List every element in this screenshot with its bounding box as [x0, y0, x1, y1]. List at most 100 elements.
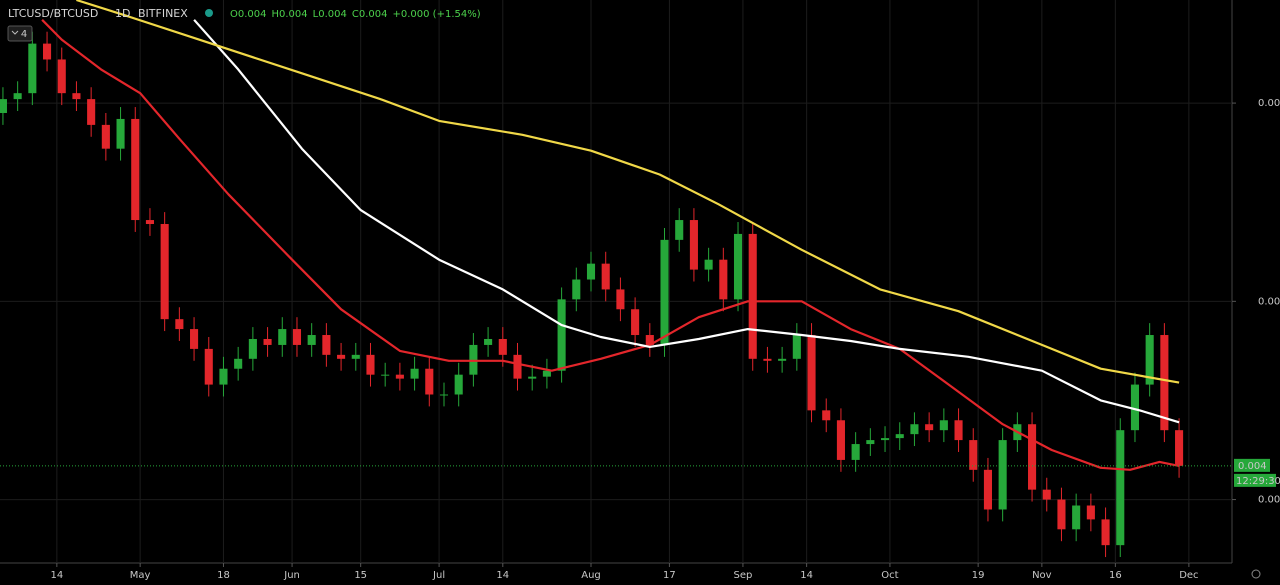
candle-body — [439, 394, 449, 396]
candle-body — [601, 263, 610, 290]
y-tick-label: 0.004 — [1258, 495, 1280, 506]
candle-body — [116, 118, 125, 149]
candle-body — [704, 259, 713, 270]
candle-body — [234, 358, 243, 369]
y-tick-label: 0.006 — [1258, 98, 1280, 109]
candle-body — [13, 93, 22, 100]
candle-body — [1072, 505, 1081, 530]
candle-body — [72, 93, 81, 100]
candle-body — [131, 118, 140, 221]
candle-body — [836, 420, 845, 460]
candle-body — [572, 279, 581, 300]
countdown-tag — [1234, 473, 1276, 487]
candle-body — [939, 420, 948, 431]
candle-body — [689, 220, 698, 270]
candle-body — [410, 368, 419, 379]
moving-average — [41, 19, 1180, 471]
badge-box[interactable] — [7, 25, 33, 42]
candle-body — [1175, 430, 1184, 466]
candle-body — [1042, 489, 1051, 500]
candle-body — [586, 263, 596, 280]
candle-body — [1101, 519, 1110, 546]
candle-body — [528, 376, 537, 379]
candle-body — [322, 335, 331, 355]
candle-body — [498, 338, 507, 355]
candle-body — [292, 329, 302, 345]
x-tick-label: 17 — [663, 570, 676, 581]
candle-body — [1160, 335, 1169, 431]
candle-body — [807, 335, 816, 411]
candle-body — [778, 358, 787, 361]
candle-body — [748, 233, 757, 359]
candle-body — [983, 469, 992, 510]
candle-body — [484, 338, 493, 345]
interval: 1D — [115, 7, 130, 20]
ohlc-value: O0.004 — [230, 9, 267, 20]
candle-body — [145, 220, 154, 225]
overlay: LTCUSD/BTCUSD 1D BITFINEX 4 — [7, 7, 1261, 579]
last-price-label: 0.004 — [1238, 461, 1267, 472]
x-tick-label: 15 — [354, 570, 367, 581]
x-tick-label: Dec — [1179, 570, 1198, 581]
x-tick-label: May — [130, 570, 151, 581]
candle-body — [1028, 424, 1037, 490]
candle-body — [616, 289, 625, 310]
candle-body — [307, 335, 316, 345]
x-tick-label: Jul — [432, 570, 445, 581]
settings-icon[interactable] — [1251, 569, 1261, 579]
x-tick-label: Sep — [733, 570, 752, 581]
candle-body — [1145, 335, 1154, 385]
candle-body — [660, 239, 669, 345]
candle-body — [219, 368, 228, 385]
candle-body — [675, 220, 684, 240]
candle-body — [43, 43, 52, 60]
exchange: BITFINEX — [138, 7, 188, 20]
live-indicator — [205, 9, 213, 17]
candle-body — [969, 440, 978, 470]
candle-body — [87, 99, 96, 125]
x-tick-label: Oct — [881, 570, 898, 581]
candle-body — [204, 348, 213, 385]
x-tick-label: 14 — [50, 570, 63, 581]
candle-body — [1086, 505, 1095, 520]
candle-body — [542, 370, 551, 377]
candle-body — [719, 259, 728, 300]
candle-body — [1130, 384, 1140, 431]
x-tick-label: 19 — [972, 570, 985, 581]
moving-average — [76, 0, 1180, 384]
badge-arrow — [11, 30, 19, 35]
countdown: 12:29:30 — [1236, 476, 1280, 487]
x-tick-label: 14 — [496, 570, 509, 581]
candle-body — [366, 354, 375, 375]
candle-body — [866, 440, 875, 445]
candle-body — [998, 440, 1007, 510]
plot — [0, 0, 1232, 563]
x-tick-label: 16 — [1109, 570, 1122, 581]
candle-body — [454, 374, 463, 395]
candle-body — [557, 299, 566, 371]
candle-body — [792, 335, 801, 359]
candle-body — [513, 354, 522, 379]
x-tick-label: Nov — [1032, 570, 1052, 581]
candle-body — [895, 434, 904, 439]
ohlc-value: H0.004 — [272, 9, 308, 20]
ohlc-value: L0.004 — [313, 9, 347, 20]
candle-body — [880, 438, 890, 441]
symbol: LTCUSD/BTCUSD — [8, 7, 98, 20]
candle-body — [631, 309, 640, 336]
candle-body — [925, 424, 934, 431]
badge[interactable]: 4 — [21, 29, 27, 40]
candle-body — [175, 319, 184, 330]
candle-body — [337, 354, 346, 359]
ohlc-value: C0.004 — [352, 9, 388, 20]
x-tick-label: 14 — [800, 570, 813, 581]
candle-body — [763, 358, 772, 361]
candle-body — [263, 338, 272, 345]
candle-body — [101, 124, 110, 149]
candle-body — [425, 368, 434, 395]
candle-body — [1116, 430, 1125, 546]
candle-body — [190, 329, 199, 349]
x-tick-label: 18 — [217, 570, 230, 581]
